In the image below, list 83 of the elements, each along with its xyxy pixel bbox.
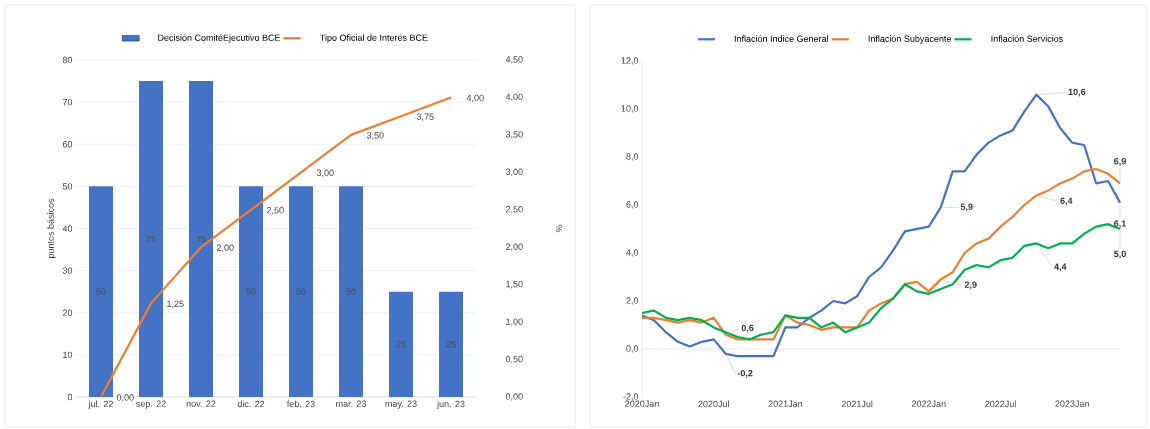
- legend-label: Decisión ComitéEjecutivo BCE: [158, 34, 281, 43]
- y-tick-label: 8,0: [626, 153, 639, 161]
- y-tick-label: 20: [62, 309, 73, 316]
- y2-tick-label: 1,00: [506, 318, 523, 326]
- y-tick-label: 30: [62, 267, 73, 274]
- data-label: 50: [96, 288, 106, 295]
- x-tick-label: 2021Jan: [768, 400, 803, 407]
- annotation: 5,9: [960, 203, 973, 212]
- y-tick-label: 12,0: [621, 57, 639, 65]
- data-label: 3,50: [366, 132, 384, 140]
- y-tick-label: 80: [62, 56, 73, 64]
- data-label: 50: [296, 288, 306, 295]
- data-label: 75: [146, 235, 156, 243]
- y2-tick-label: 1,50: [506, 280, 523, 289]
- data-label: 4,00: [466, 94, 484, 103]
- data-label: 1,25: [167, 300, 184, 309]
- data-label: 75: [196, 235, 206, 243]
- x-tick-label: sep. 22: [136, 400, 166, 409]
- data-label: 50: [346, 288, 356, 295]
- x-tick-label: dic. 22: [237, 400, 265, 408]
- annotation: 2,9: [964, 281, 977, 290]
- annotation: 6,1: [1114, 220, 1127, 228]
- y2-axis-title: %: [555, 224, 563, 233]
- data-label: 3,75: [416, 113, 434, 121]
- data-label: 0,00: [116, 394, 134, 402]
- x-tick-label: nov. 22: [186, 400, 216, 407]
- y2-tick-label: 4,00: [505, 93, 523, 102]
- x-tick-label: 2022Jul: [985, 400, 1016, 408]
- bar: [189, 81, 214, 397]
- annotation: 6,9: [1114, 158, 1126, 166]
- bar: [289, 186, 314, 397]
- bar: [89, 186, 114, 397]
- data-label: 3,00: [316, 169, 334, 178]
- y-tick-label: 50: [62, 183, 73, 190]
- y-tick-label: 10,0: [621, 105, 639, 113]
- y-tick-label: 6,0: [626, 201, 639, 209]
- bar: [239, 186, 264, 397]
- annotation: 4,4: [1054, 263, 1067, 272]
- annotation: -0,2: [737, 369, 753, 378]
- data-label: 2,50: [267, 207, 284, 215]
- data-label: 25: [446, 341, 456, 348]
- x-tick-label: 2022Jan: [912, 400, 946, 407]
- x-tick-label: jun. 23: [436, 400, 465, 409]
- x-tick-label: 2023Jan: [1055, 400, 1089, 407]
- y-tick-label: 40: [62, 225, 73, 232]
- x-tick-label: 2020Jan: [625, 400, 659, 407]
- y2-tick-label: 4,50: [505, 56, 523, 64]
- y-tick-label: 0,0: [626, 345, 639, 353]
- bar: [389, 291, 414, 397]
- annotation: 6,4: [1060, 197, 1073, 206]
- x-tick-label: feb. 23: [286, 400, 315, 408]
- legend-label: Inflación Indice General: [734, 35, 828, 42]
- y2-tick-label: 0,00: [505, 393, 523, 401]
- y2-tick-label: 3,00: [505, 168, 523, 177]
- x-tick-label: 2020Jul: [698, 400, 729, 408]
- legend-label: Tipo Oficial de Interés BCE: [320, 34, 428, 43]
- x-tick-label: jul. 22: [88, 400, 113, 409]
- y2-tick-label: 2,00: [506, 243, 523, 251]
- y2-tick-label: 3,50: [505, 131, 523, 139]
- data-label: 50: [246, 288, 256, 295]
- annotation: 10,6: [1068, 88, 1086, 97]
- x-tick-label: may. 23: [385, 400, 417, 409]
- annotation: 0,6: [741, 324, 754, 333]
- y-tick-label: 2,0: [626, 297, 639, 305]
- bar: [439, 291, 464, 397]
- y-tick-label: 10: [63, 351, 73, 359]
- data-label: 2,00: [216, 244, 234, 252]
- annotation: 5,0: [1114, 250, 1126, 259]
- y-tick-label: 4,0: [626, 249, 639, 257]
- x-tick-label: mar. 23: [336, 400, 367, 407]
- y-tick-label: 60: [62, 141, 73, 148]
- legend-label: Inflación Servicios: [991, 35, 1063, 42]
- y-tick-label: 0: [67, 393, 73, 401]
- y-axis-title: puntos básicos: [47, 198, 56, 258]
- bar: [339, 186, 364, 397]
- legend-label: Inflación Subyacente: [868, 35, 952, 44]
- bar: [139, 81, 164, 397]
- x-tick-label: 2021Jul: [841, 400, 873, 408]
- y2-tick-label: 0,50: [505, 355, 523, 364]
- y2-tick-label: 2,50: [506, 206, 523, 214]
- data-label: 25: [396, 341, 406, 348]
- y-tick-label: -2,0: [623, 393, 639, 401]
- y-tick-label: 70: [62, 98, 73, 106]
